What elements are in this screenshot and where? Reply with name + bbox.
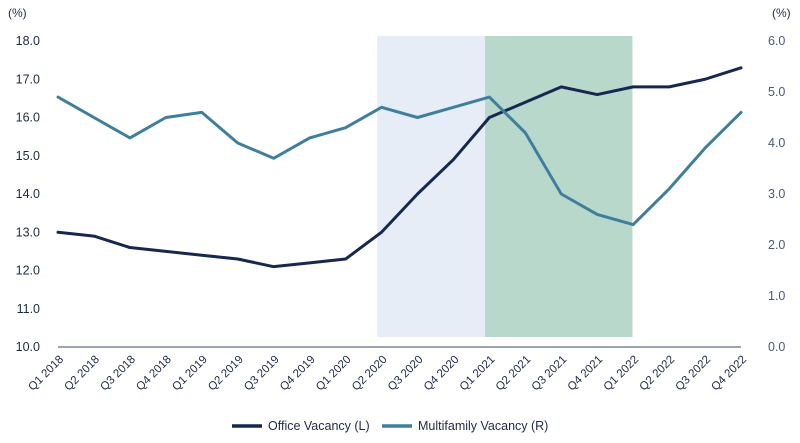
y-right-unit: (%) [772,6,791,20]
x-tick-label: Q1 2020 [314,354,354,394]
x-tick-label: Q3 2021 [530,354,570,394]
y-left-unit: (%) [8,6,27,20]
x-tick-label: Q3 2022 [673,354,713,394]
y-left-tick-label: 18.0 [16,34,40,48]
shaded-band-1 [377,36,489,337]
x-tick-label: Q1 2019 [170,354,210,394]
y-right-tick-label: 4.0 [768,136,785,150]
x-tick-label: Q3 2018 [98,354,138,394]
y-right-tick-label: 3.0 [768,187,785,201]
x-tick-label: Q4 2022 [709,354,749,394]
x-tick-label: Q2 2019 [206,354,246,394]
x-tick-label: Q2 2021 [494,354,534,394]
x-tick-label: Q2 2020 [350,354,390,394]
x-tick-label: Q1 2018 [26,354,66,394]
x-tick-label: Q4 2021 [566,354,606,394]
y-left-tick-label: 15.0 [16,149,40,163]
x-tick-label: Q1 2021 [458,354,498,394]
legend-label: Office Vacancy (L) [268,419,370,433]
axes: 10.0 11.0 12.0 13.0 14.0 15.0 16.0 17.0 18.0 0.0 1… [8,6,791,354]
x-tick-label: Q3 2020 [386,354,426,394]
legend-label: Multifamily Vacancy (R) [418,419,548,433]
x-tick-label: Q4 2020 [422,354,462,394]
shaded-bands [377,36,633,337]
y-left-tick-label: 10.0 [16,340,40,354]
y-right-tick-label: 5.0 [768,85,785,99]
x-tick-label: Q2 2022 [638,354,678,394]
x-tick-label: Q4 2019 [278,354,318,394]
y-left-tick-label: 14.0 [16,187,40,201]
series-lines [56,66,743,269]
legend: Office Vacancy (L) Multifamily Vacancy (R… [232,419,548,433]
y-left-tick-label: 16.0 [16,111,40,125]
shaded-band-2 [485,36,633,337]
y-right-tick-label: 0.0 [768,340,785,354]
y-left-tick-label: 13.0 [16,225,40,239]
y-left-tick-label: 11.0 [17,302,40,316]
series-line-multifamily-vacancy [56,95,743,227]
series-line-office-vacancy [56,66,743,269]
y-right-tick-label: 6.0 [768,34,785,48]
y-right-tick-label: 1.0 [768,289,785,303]
x-tick-label: Q4 2018 [134,354,174,394]
x-tick-label: Q3 2019 [242,354,282,394]
y-left-tick-label: 12.0 [16,264,40,278]
x-tick-label: Q2 2018 [62,354,102,394]
y-right-tick-label: 2.0 [768,238,785,252]
x-tick-label: Q1 2022 [602,354,642,394]
y-left-tick-label: 17.0 [16,72,40,86]
